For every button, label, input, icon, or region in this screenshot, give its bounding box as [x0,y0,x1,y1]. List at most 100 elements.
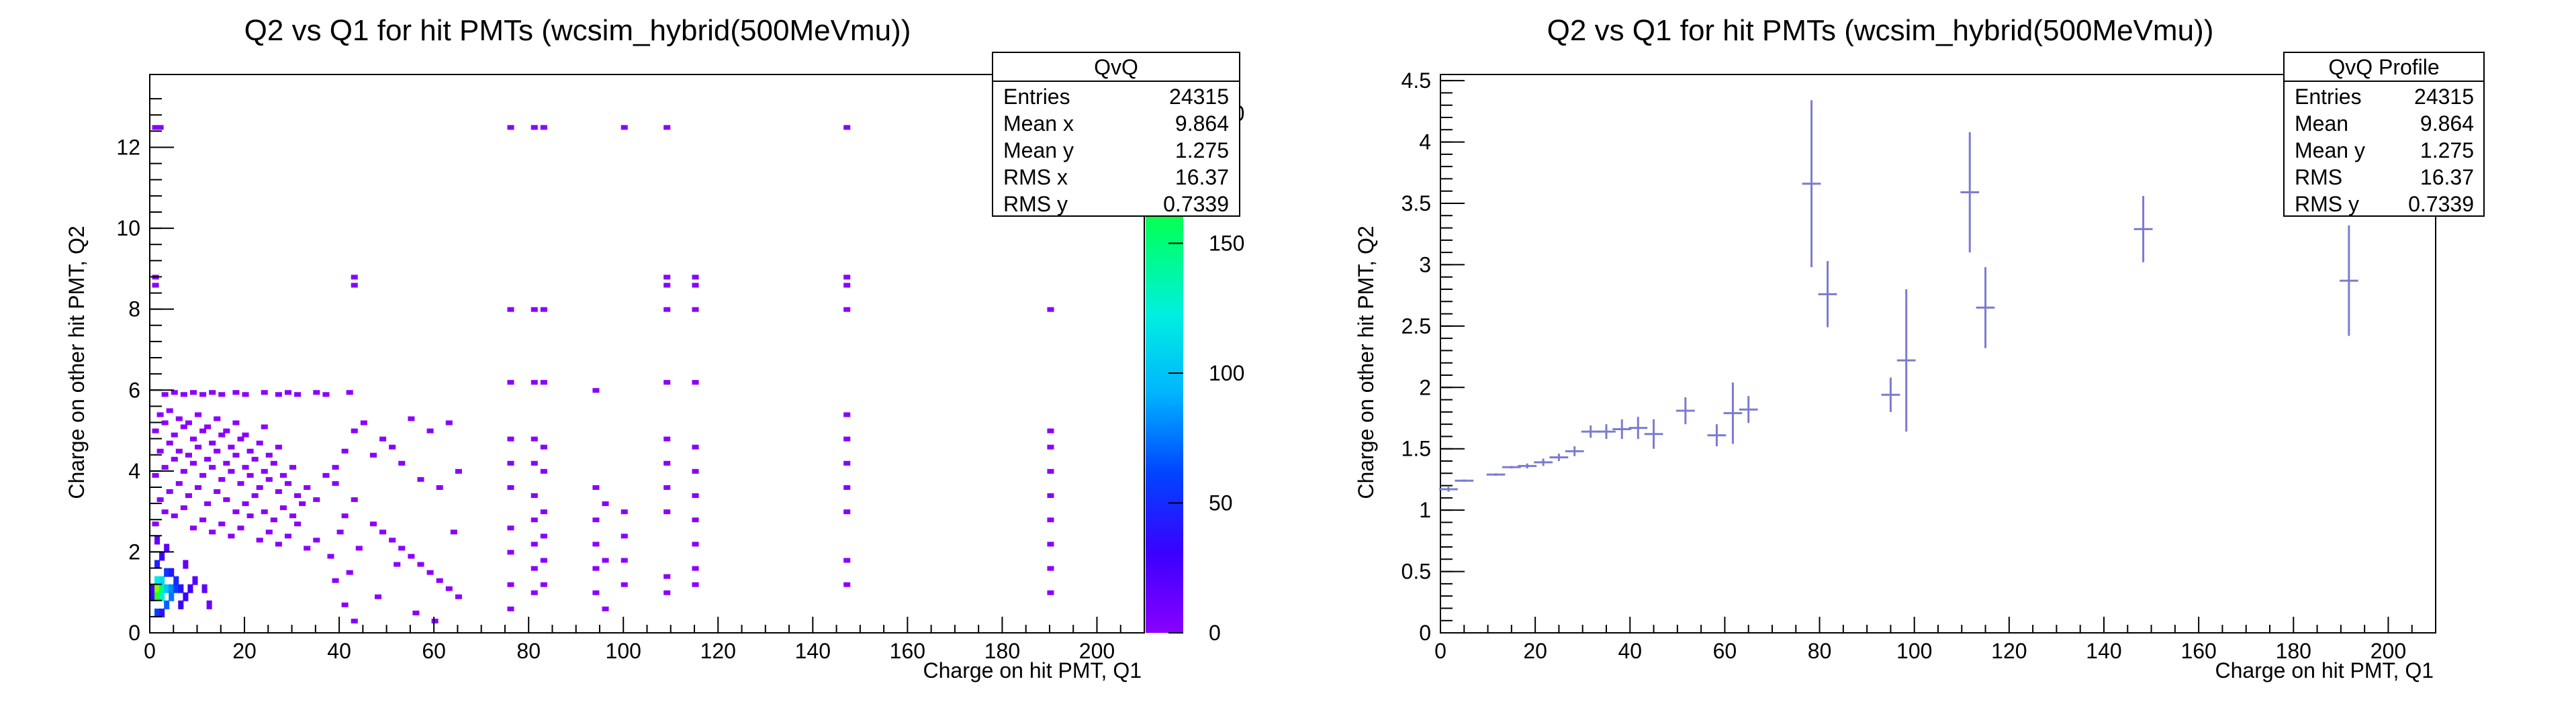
stats-row-value: 16.37 [2420,165,2474,189]
x-tick-label: 20 [232,639,257,663]
heatmap-bin [313,497,320,503]
heatmap-bin [843,582,851,587]
stats-row-label: Entries [1003,85,1070,109]
heatmap-bin [242,501,249,507]
heatmap-bin [531,542,538,547]
heatmap-bin [171,456,178,462]
heatmap-cell [150,592,156,601]
y-tick-label: 4 [128,459,140,483]
heatmap-bin [1047,468,1054,474]
profile-title: Q2 vs Q1 for hit PMTs (wcsim_hybrid(500M… [1547,14,2214,47]
profile-point [1502,466,1521,468]
heatmap-panel: Q2 vs Q1 for hit PMTs (wcsim_hybrid(500M… [64,14,1244,683]
stats-row-value: 1.275 [2420,138,2474,162]
heatmap-bin [304,546,311,551]
heatmap-bin [152,472,159,478]
heatmap-cell [164,600,170,609]
heatmap-bin [540,582,547,587]
stats-row-value: 9.864 [1175,111,1229,136]
y-tick-label: 2.5 [1401,314,1431,338]
heatmap-bin [185,452,192,458]
heatmap-bin [507,436,514,442]
heatmap-bin [426,428,434,434]
heatmap-bin [246,472,254,478]
x-tick-label: 200 [1079,639,1115,663]
profile-point [1486,473,1506,476]
heatmap-bin [332,464,339,470]
stats-row-label: RMS y [1003,192,1068,216]
heatmap-cell [159,608,165,617]
profile-point [1565,446,1584,456]
heatmap-bin [592,590,600,595]
y-tick-label: 0.5 [1401,560,1431,584]
heatmap-bin [156,448,164,454]
y-tick-label: 6 [128,378,140,402]
stats-row-value: 0.7339 [2408,192,2474,216]
heatmap-bin [843,436,851,442]
heatmap-bin [379,530,387,535]
heatmap-bin [209,530,216,535]
profile-point [1597,424,1616,440]
heatmap-cell [178,600,184,609]
heatmap-bin [620,125,628,130]
x-tick-label: 140 [2086,639,2121,663]
y-tick-label: 3.5 [1401,191,1431,215]
heatmap-bin [279,505,287,511]
heatmap-cell [159,584,165,593]
heatmap-title: Q2 vs Q1 for hit PMTs (wcsim_hybrid(500M… [244,14,911,47]
colorbar-tick-label: 0 [1209,621,1221,645]
heatmap-bin [843,509,851,515]
x-tick-label: 20 [1523,639,1547,663]
profile-y-axis: 0 0.5 1 1.5 2 2.5 3 3.5 4 4.5 [1401,68,1465,645]
heatmap-bin [152,125,159,130]
heatmap-bin [1047,444,1054,450]
y-tick-label: 3 [1419,252,1431,276]
heatmap-bin [237,481,244,486]
heatmap-bin [620,582,628,587]
x-tick-label: 140 [795,639,831,663]
heatmap-cell [178,584,184,593]
y-tick-label: 0 [1419,621,1431,645]
heatmap-bin [351,618,358,623]
heatmap-bin [275,489,282,494]
heatmap-bin [450,530,457,535]
profile-points [1439,100,2358,492]
heatmap-bin [412,610,420,615]
heatmap-bin [279,472,287,478]
stats-row-label: RMS y [2295,192,2359,216]
profile-x-axis-label: Charge on hit PMT, Q1 [2215,658,2434,683]
y-tick-label: 10 [116,216,140,240]
heatmap-cell [183,592,189,601]
heatmap-bin [161,509,169,515]
heatmap-bin [242,392,249,397]
x-tick-label: 100 [606,639,641,663]
heatmap-cell [173,584,179,593]
heatmap-bin [322,472,330,478]
heatmap-bin [199,517,207,523]
profile-panel: Q2 vs Q1 for hit PMTs (wcsim_hybrid(500M… [1354,14,2485,683]
stats-row-value: 0.7339 [1163,192,1229,216]
heatmap-bin [275,392,282,397]
stats-rows: Entries 24315 Mean 9.864 Mean y 1.275 RMS 16.37… [2295,85,2474,216]
heatmap-bin [214,448,221,454]
heatmap-bin [313,390,320,395]
x-tick-label: 80 [516,639,541,663]
heatmap-bin [152,521,159,527]
heatmap-cell [164,568,170,577]
heatmap-bin [531,380,538,385]
heatmap-bin [336,530,344,535]
profile-point [1739,396,1758,423]
heatmap-bin [540,534,547,539]
y-tick-label: 1 [1419,498,1431,522]
heatmap-cell [183,560,189,569]
y-tick-label: 4.5 [1401,68,1431,93]
heatmap-bin [1047,428,1054,434]
heatmap-bin [369,521,377,527]
heatmap-bin [663,125,671,130]
heatmap-bin [156,497,164,503]
heatmap-bin [355,546,363,551]
heatmap-bin [540,558,547,563]
heatmap-bin [436,578,443,583]
heatmap-bin [663,485,671,490]
heatmap-bin [180,424,187,430]
